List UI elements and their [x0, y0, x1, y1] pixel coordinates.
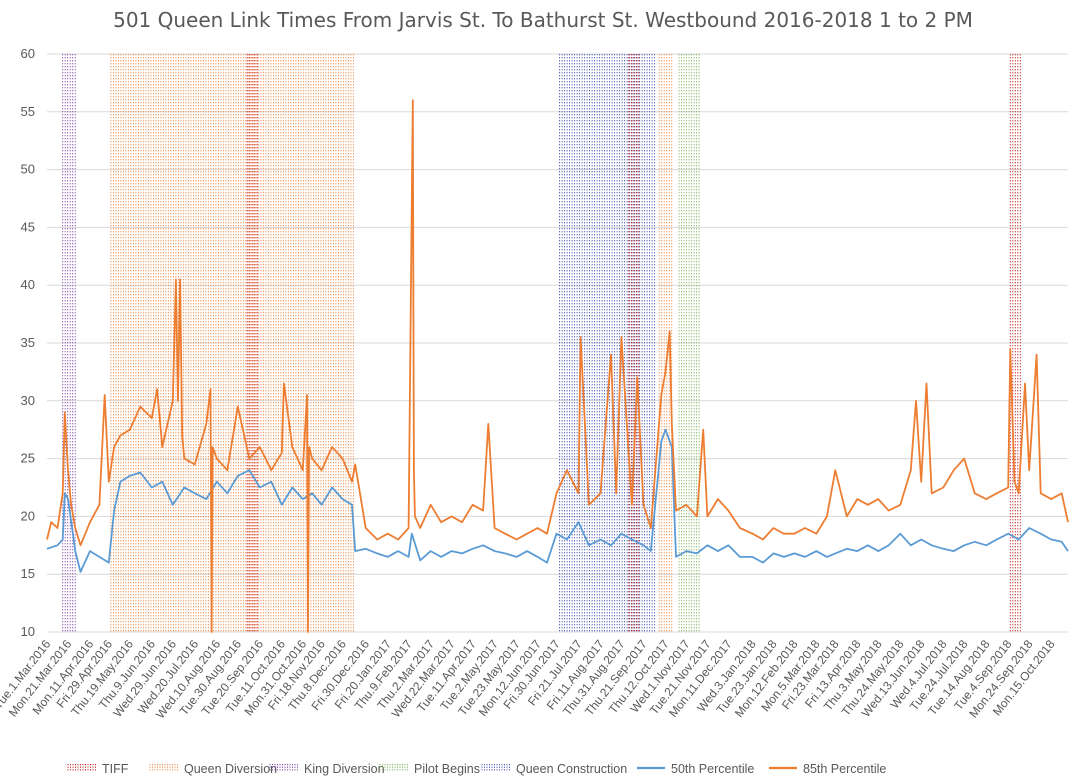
y-tick-label: 45 [21, 219, 35, 234]
legend-swatch [67, 764, 96, 771]
legend-entry-tiff: TIFF [67, 762, 129, 776]
y-tick-label: 30 [21, 393, 35, 408]
shaded-period-tiff [628, 54, 640, 632]
series-lines [46, 99, 1069, 633]
shaded-period-pilot-begins [678, 54, 700, 632]
shaded-periods [62, 54, 1021, 632]
legend-entry-50th-percentile: 50th Percentile [637, 762, 754, 776]
y-tick-label: 35 [21, 335, 35, 350]
legend-label: Queen Construction [516, 762, 627, 776]
legend-label: King Diversion [304, 762, 385, 776]
legend-swatch [379, 764, 408, 771]
y-tick-label: 15 [21, 566, 35, 581]
legend-entry-85th-percentile: 85th Percentile [769, 762, 886, 776]
y-tick-label: 20 [21, 508, 35, 523]
legend-swatch [149, 764, 178, 771]
legend-label: 50th Percentile [671, 762, 754, 776]
y-tick-label: 25 [21, 451, 35, 466]
legend-entry-queen-construction: Queen Construction [481, 762, 627, 776]
chart-title: 501 Queen Link Times From Jarvis St. To … [113, 8, 973, 32]
y-tick-label: 60 [21, 46, 35, 61]
legend-label: Queen Diversion [184, 762, 277, 776]
legend-label: 85th Percentile [803, 762, 886, 776]
y-tick-label: 55 [21, 104, 35, 119]
shaded-period-king-diversion [62, 54, 76, 632]
legend-entry-pilot-begins: Pilot Begins [379, 762, 480, 776]
legend-swatch [481, 764, 510, 771]
y-tick-label: 50 [21, 162, 35, 177]
legend-label: TIFF [102, 762, 129, 776]
legend-entry-king-diversion: King Diversion [269, 762, 385, 776]
x-axis: Tue.1.Mar.2016Mon.21.Mar.2016Mon.11.Apr.… [0, 637, 1058, 721]
y-tick-label: 10 [21, 624, 35, 639]
gridlines [47, 53, 1068, 633]
shaded-period-queen-construction [559, 54, 656, 632]
series-line-50th-percentile [46, 428, 1069, 573]
legend-swatch [269, 764, 298, 771]
shaded-period-queen-diversion [110, 54, 354, 632]
shaded-period-tiff [246, 54, 258, 632]
shaded-period-tiff [1009, 54, 1021, 632]
y-tick-label: 40 [21, 277, 35, 292]
legend: TIFF Queen Diversion King Diversion Pilot B… [67, 762, 886, 776]
legend-entry-queen-diversion: Queen Diversion [149, 762, 277, 776]
y-axis: 10 15 20 25 30 35 40 45 50 55 60 [21, 46, 35, 639]
legend-label: Pilot Begins [414, 762, 480, 776]
series-line-85th-percentile [46, 99, 1069, 633]
